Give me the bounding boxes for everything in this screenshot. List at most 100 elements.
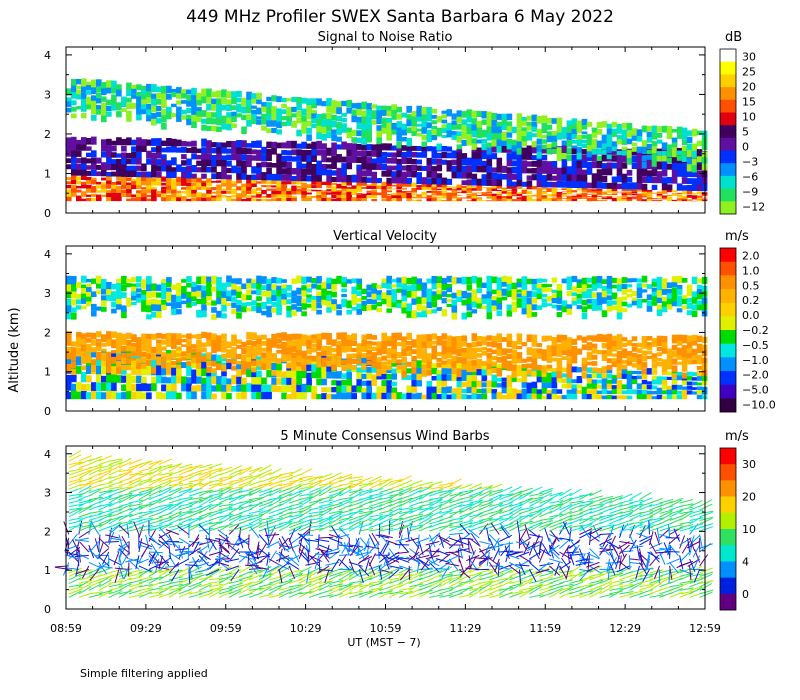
heatmap-cell (271, 384, 277, 392)
heatmap-cell (246, 174, 252, 180)
heatmap-cell (126, 168, 132, 177)
heatmap-cell (206, 276, 212, 283)
heatmap-cell (471, 130, 478, 138)
heatmap-cell (436, 188, 443, 191)
wind-barb (138, 496, 152, 504)
heatmap-cell (291, 378, 297, 385)
heatmap-cell (601, 149, 608, 155)
heatmap-cell (536, 149, 543, 159)
heatmap-cell (346, 279, 352, 284)
heatmap-cell (306, 98, 312, 106)
heatmap-cell (636, 342, 643, 348)
heatmap-cell (196, 376, 202, 384)
heatmap-cell (476, 184, 483, 189)
heatmap-cell (621, 129, 628, 135)
heatmap-cell (381, 292, 387, 299)
wind-barb (218, 482, 233, 487)
wind-barb (138, 503, 153, 507)
heatmap-cell (571, 338, 578, 345)
heatmap-cell (471, 194, 478, 199)
wind-barb (108, 516, 122, 525)
wind-barb (128, 458, 142, 466)
wind-barb (68, 468, 83, 473)
heatmap-cell (241, 305, 247, 313)
heatmap-cell (441, 177, 448, 185)
heatmap-cell (581, 143, 588, 148)
heatmap-cell (426, 353, 433, 362)
heatmap-cell (96, 98, 102, 104)
heatmap-cell (441, 374, 448, 381)
heatmap-cell (321, 193, 327, 198)
wind-barb (128, 576, 143, 581)
heatmap-cell (696, 386, 703, 390)
heatmap-cell (131, 294, 137, 301)
heatmap-cell (206, 332, 212, 340)
heatmap-cell (331, 339, 337, 347)
heatmap-cell (561, 191, 568, 193)
heatmap-cell (256, 305, 262, 313)
colorbar-swatch (720, 248, 736, 262)
heatmap-cell (231, 188, 237, 191)
heatmap-cell (491, 364, 498, 370)
heatmap-cell (361, 101, 367, 110)
heatmap-cell (421, 295, 428, 304)
heatmap-cell (366, 304, 372, 311)
heatmap-cell (281, 371, 287, 378)
heatmap-cell (181, 176, 187, 183)
heatmap-cell (171, 169, 177, 179)
heatmap-cell (66, 291, 72, 299)
heatmap-cell (386, 275, 392, 284)
heatmap-cell (291, 391, 297, 400)
heatmap-cell (221, 333, 227, 340)
heatmap-cell (181, 362, 187, 368)
heatmap-cell (401, 128, 407, 136)
heatmap-cell (131, 178, 137, 182)
heatmap-cell (186, 283, 192, 288)
heatmap-cell (96, 339, 102, 342)
wind-barb (68, 590, 82, 598)
wind-barb (258, 573, 273, 577)
wind-barb (215, 537, 230, 542)
heatmap-cell (136, 193, 142, 198)
heatmap-cell (246, 332, 252, 340)
heatmap-cell (201, 118, 207, 124)
heatmap-cell (486, 388, 493, 394)
heatmap-cell (671, 137, 678, 143)
heatmap-cell (131, 359, 137, 367)
heatmap-cell (661, 376, 668, 380)
heatmap-cell (146, 299, 152, 306)
heatmap-cell (476, 127, 483, 133)
heatmap-cell (631, 162, 638, 169)
wind-barb (198, 540, 213, 546)
heatmap-cell (121, 384, 127, 392)
heatmap-cell (511, 364, 518, 371)
wind-barb (118, 461, 132, 469)
wind-barb (158, 503, 173, 507)
wind-barb (148, 472, 162, 480)
heatmap-cell (441, 146, 448, 152)
heatmap-cell (656, 304, 663, 310)
heatmap-cell (561, 198, 568, 199)
heatmap-cell (346, 371, 352, 379)
heatmap-cell (491, 113, 498, 120)
heatmap-cell (271, 353, 277, 362)
heatmap-cell (396, 280, 402, 288)
heatmap-cell (256, 370, 262, 378)
wind-barb (138, 524, 153, 528)
heatmap-cell (411, 130, 417, 137)
heatmap-cell (436, 283, 443, 289)
heatmap-cell (436, 357, 443, 362)
heatmap-cell (91, 163, 97, 170)
heatmap-cell (686, 298, 693, 303)
heatmap-cell (696, 288, 703, 294)
heatmap-cell (481, 187, 488, 189)
heatmap-cell (406, 392, 412, 400)
heatmap-cell (181, 339, 187, 343)
heatmap-cell (576, 159, 583, 168)
heatmap-cell (326, 174, 332, 182)
heatmap-cell (396, 359, 402, 364)
wind-barb (65, 554, 79, 560)
heatmap-cell (551, 339, 558, 346)
heatmap-cell (296, 348, 302, 356)
wind-barb (108, 461, 122, 469)
